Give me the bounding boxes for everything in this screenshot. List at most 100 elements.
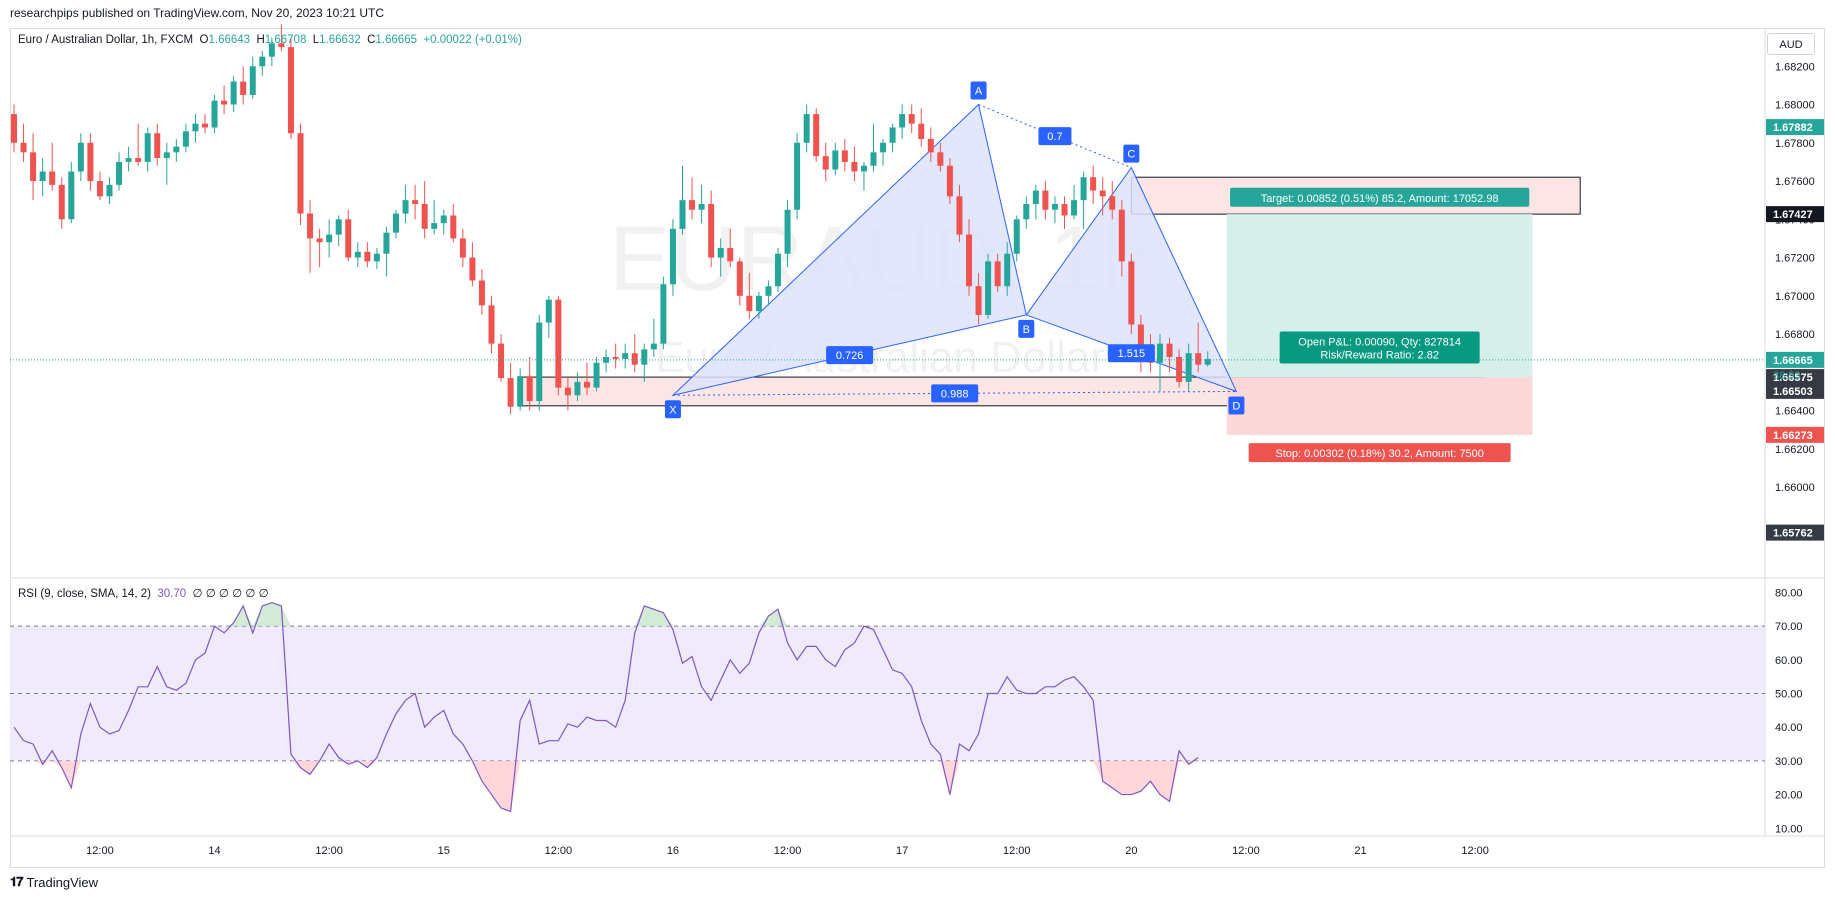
candle-body: [412, 200, 419, 204]
rsi-overbought-fill: [252, 605, 263, 627]
candle-body: [612, 357, 619, 359]
currency-selector[interactable]: AUD: [1767, 33, 1815, 55]
candle-body: [478, 280, 485, 306]
candle-body: [1109, 196, 1116, 210]
tradingview-logo-icon: 𝟏𝟕: [10, 874, 24, 889]
candle-body: [564, 387, 571, 396]
rsi-overbought-fill: [663, 612, 673, 627]
candle-body: [421, 203, 428, 229]
time-tick-label: 12:00: [1003, 845, 1031, 857]
pattern-point-a-badge: [970, 81, 987, 100]
pattern-point-c: C: [1127, 149, 1135, 161]
candle-body: [326, 234, 333, 243]
time-tick-label: 15: [438, 845, 450, 857]
position-target-label-box: [1230, 187, 1530, 207]
candle-body: [287, 47, 294, 134]
price-axis-badge: [1766, 369, 1824, 386]
tradingview-footer[interactable]: 𝟏𝟕 TradingView: [10, 874, 98, 890]
position-target-label-text: Target: 0.00852 (0.51%) 85.2, Amount: 17…: [1261, 193, 1499, 205]
time-tick-label: 12:00: [1461, 845, 1489, 857]
candle-body: [603, 357, 610, 363]
candle-body: [669, 228, 676, 285]
candle-body: [402, 200, 409, 214]
rsi-oversold-fill: [33, 760, 43, 765]
candle-body: [1071, 200, 1078, 216]
candle-body: [1204, 358, 1211, 365]
candle-body: [364, 251, 371, 262]
candle-body: [1128, 261, 1135, 325]
chart-frame[interactable]: [10, 28, 1825, 868]
candle-body: [173, 146, 180, 153]
attribution-text: researchpips published on TradingView.co…: [10, 6, 384, 20]
pattern-point-x-badge: [664, 400, 681, 419]
price-axis-badge-text: 1.66503: [1773, 386, 1813, 398]
candle-body: [679, 200, 686, 229]
pattern-point-b: B: [1023, 324, 1030, 336]
candle-body: [96, 181, 103, 197]
price-tick-label: 1.67600: [1775, 176, 1815, 188]
rsi-oversold-fill: [61, 760, 72, 788]
position-pnl-label-text: Risk/Reward Ratio: 2.82: [1320, 349, 1439, 361]
price-axis-badge-text: 1.66665: [1773, 355, 1813, 367]
price-axis-badge: [1766, 351, 1824, 368]
time-tick-label: 12:00: [1232, 845, 1260, 857]
candle-body: [1061, 203, 1068, 216]
close-value: 1.66665: [375, 34, 417, 46]
time-tick-label: 14: [208, 845, 220, 857]
candle-body: [1099, 190, 1106, 197]
rsi-band-fill: [10, 626, 1765, 761]
time-tick-label: 12:00: [86, 845, 114, 857]
rsi-oversold-fill: [1131, 760, 1141, 795]
candle-body: [1004, 253, 1011, 287]
candle-body: [813, 114, 820, 157]
main-legend: Euro / Australian Dollar, 1h, FXCM O 1.66…: [18, 34, 522, 46]
candle-body: [851, 161, 858, 172]
candle-body: [784, 209, 791, 254]
candle-body: [574, 381, 581, 396]
open-label: O: [199, 34, 209, 46]
candle-body: [641, 349, 648, 365]
candle-body: [927, 138, 934, 153]
candle-body: [994, 261, 1001, 287]
candle-body: [832, 150, 839, 170]
candle-body: [1137, 324, 1144, 350]
candle-body: [870, 152, 877, 166]
candle-body: [1080, 177, 1087, 201]
candle-body: [593, 362, 600, 388]
candle-body: [354, 251, 361, 258]
candle-body: [58, 184, 65, 220]
ratio-badge: [931, 384, 979, 403]
price-axis-badge: [1766, 524, 1824, 541]
rsi-oversold-fill: [501, 760, 511, 812]
candle-body: [908, 114, 915, 124]
change-value: +0.00022 (+0.01%): [423, 34, 522, 46]
candle-body: [202, 123, 208, 128]
position-stop-label-box: [1248, 443, 1511, 463]
candle-body: [440, 215, 447, 224]
position-pnl-label-text: Open P&L: 0.00090, Qty: 827814: [1298, 336, 1461, 348]
time-tick-label: 20: [1125, 845, 1137, 857]
symbol-label: Euro / Australian Dollar, 1h, FXCM: [18, 34, 194, 46]
ratio-badge: [1107, 344, 1155, 363]
candle-body: [507, 378, 514, 407]
candle-body: [163, 152, 170, 159]
candle-body: [717, 247, 724, 258]
candle-body: [1032, 190, 1039, 204]
candle-body: [469, 257, 476, 281]
pattern-point-c-badge: [1123, 144, 1140, 163]
rsi-tick-label: 40.00: [1775, 722, 1803, 734]
rsi-oversold-fill: [300, 760, 311, 775]
candle-body: [182, 131, 189, 147]
candle-body: [937, 152, 944, 166]
rsi-overbought-fill: [271, 602, 282, 627]
rsi-oversold-fill: [1140, 760, 1151, 792]
price-axis-badge-text: 1.66575: [1773, 372, 1813, 384]
close-label: C: [367, 34, 376, 46]
price-axis-badge: [1766, 119, 1824, 136]
rsi-overbought-fill: [634, 605, 645, 627]
position-pnl-label-box: [1279, 331, 1480, 364]
candle-body: [794, 142, 801, 210]
candle-body: [77, 142, 84, 172]
rsi-legend: RSI (9, close, SMA, 14, 2) 30.70 ∅ ∅ ∅ ∅…: [18, 586, 269, 600]
